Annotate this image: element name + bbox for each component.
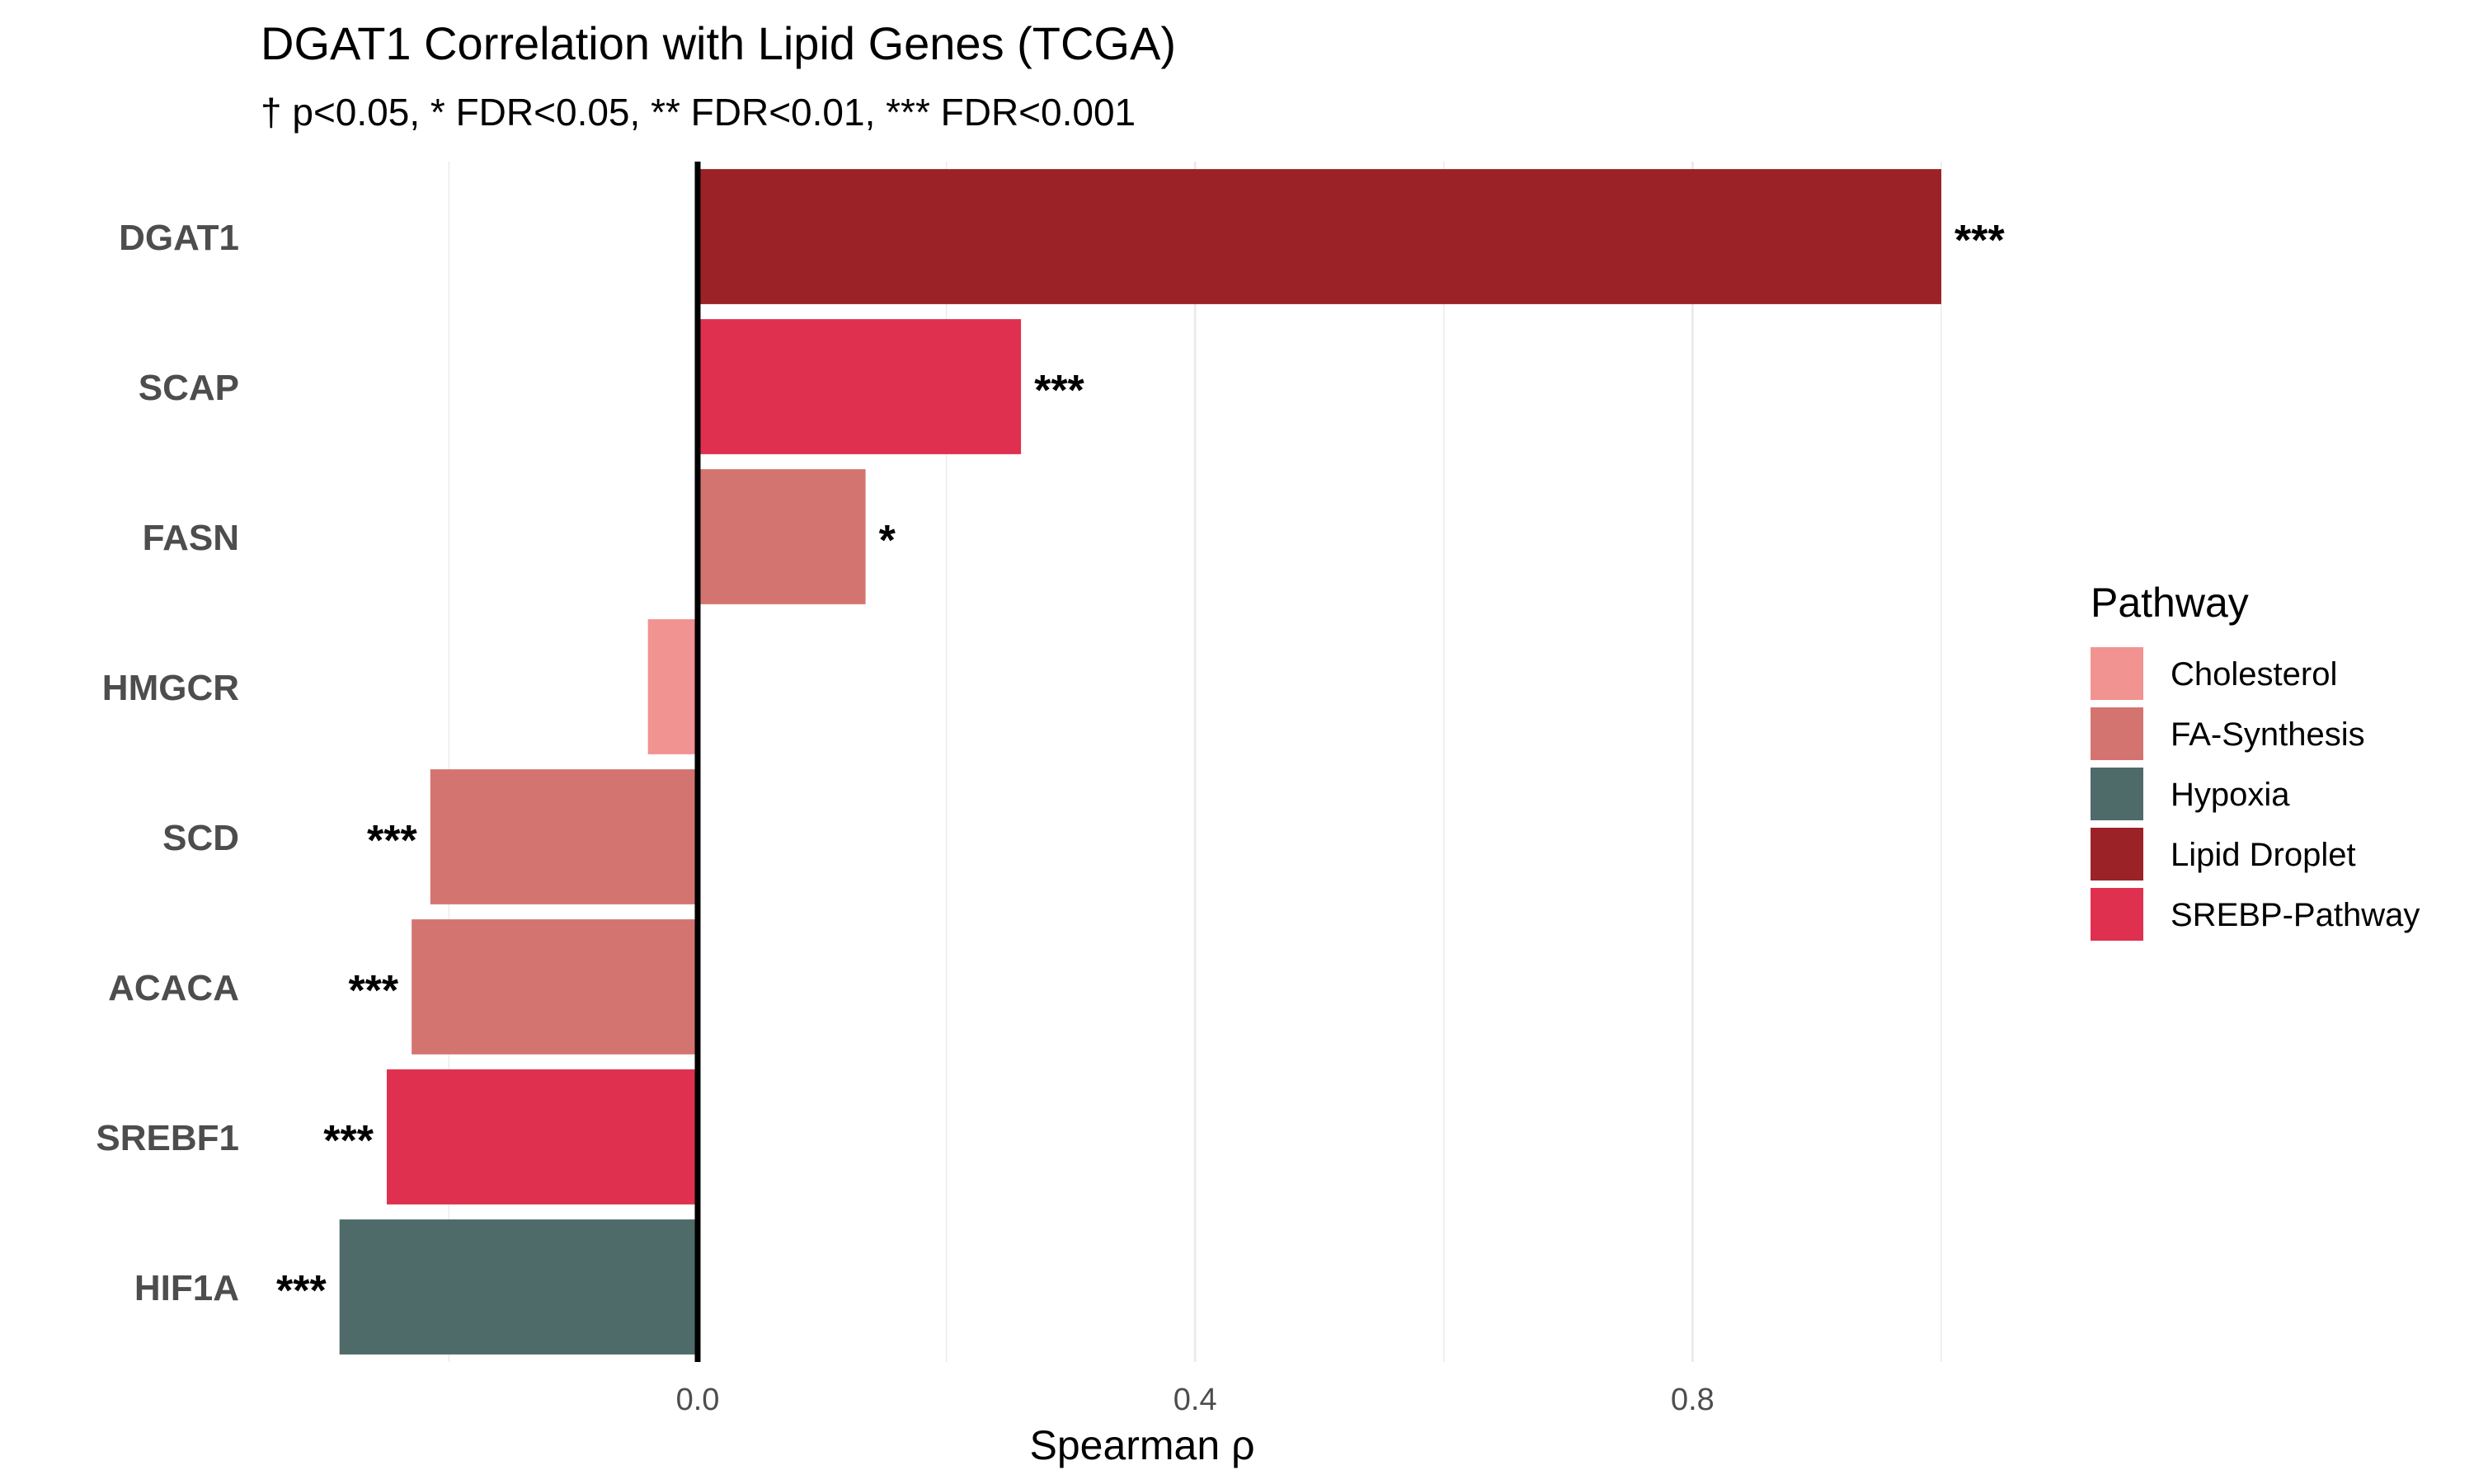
significance-labels: ******************* (276, 217, 2005, 1315)
y-label-dgat1: DGAT1 (119, 218, 239, 258)
bars (339, 169, 1941, 1355)
bar-srebf1 (387, 1069, 698, 1205)
y-axis-labels: DGAT1 SCAP FASN HMGCR SCD ACACA SREBF1 HIF1A (96, 218, 239, 1308)
y-label-acaca: ACACA (108, 968, 239, 1008)
significance-acaca: *** (348, 967, 398, 1015)
x-tick-label: 0.0 (676, 1383, 720, 1417)
legend-label: Hypoxia (2171, 777, 2290, 813)
y-label-hmgcr: HMGCR (102, 668, 239, 708)
legend-label: FA-Synthesis (2171, 716, 2365, 753)
significance-scd: *** (367, 817, 417, 865)
bar-hmgcr (647, 619, 698, 754)
legend-swatch (2091, 828, 2143, 881)
significance-dgat1: *** (1954, 217, 2005, 265)
bar-fasn (698, 469, 866, 604)
legend-swatch (2091, 888, 2143, 941)
bar-dgat1 (698, 169, 1941, 304)
y-label-hif1a: HIF1A (134, 1268, 239, 1308)
significance-fasn: * (879, 517, 896, 565)
significance-scap: *** (1034, 367, 1084, 415)
y-label-scap: SCAP (139, 368, 239, 408)
x-tick-label: 0.4 (1174, 1383, 1217, 1417)
legend-label: SREBP-Pathway (2171, 897, 2420, 933)
significance-srebf1: *** (323, 1117, 374, 1165)
chart-subtitle: † p<0.05, * FDR<0.05, ** FDR<0.01, *** F… (261, 91, 1136, 134)
legend-swatch (2091, 707, 2143, 760)
x-tick-label: 0.8 (1671, 1383, 1714, 1417)
bar-acaca (412, 919, 698, 1054)
x-axis-ticks: 0.0 0.4 0.8 (676, 1383, 1714, 1417)
legend-title: Pathway (2091, 580, 2249, 626)
bar-scap (698, 319, 1022, 454)
legend-swatch (2091, 768, 2143, 820)
x-axis-label: Spearman ρ (1029, 1422, 1254, 1468)
legend-label: Lipid Droplet (2171, 837, 2356, 873)
significance-hif1a: *** (276, 1267, 327, 1315)
legend-swatch (2091, 647, 2143, 700)
y-label-fasn: FASN (143, 518, 239, 558)
legend-label: Cholesterol (2171, 656, 2337, 693)
chart-title: DGAT1 Correlation with Lipid Genes (TCGA… (261, 17, 1176, 69)
bar-hif1a (339, 1219, 698, 1355)
y-label-srebf1: SREBF1 (96, 1118, 239, 1158)
y-label-scd: SCD (162, 818, 239, 858)
legend: Pathway Cholesterol FA-Synthesis Hypoxia Li… (2091, 580, 2420, 941)
bar-scd (430, 769, 698, 904)
legend-items: Cholesterol FA-Synthesis Hypoxia Lipid Drop… (2091, 647, 2420, 941)
